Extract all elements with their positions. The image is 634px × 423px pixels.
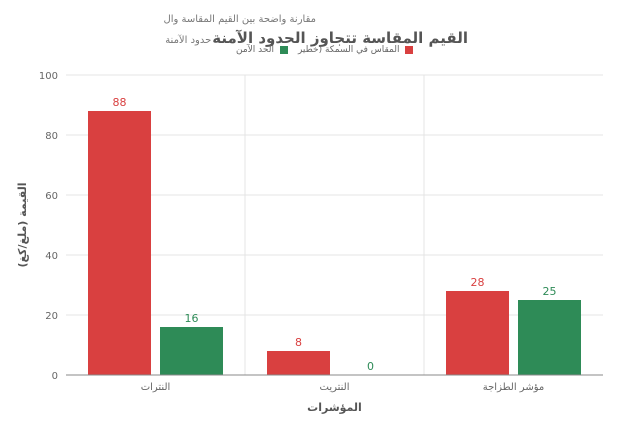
bar-value-label: 8: [295, 336, 302, 349]
data-labels: 88 16 8 0 28 25: [113, 96, 557, 373]
chart-title-row: القيم المقاسة تتجاوز الحدود الآمنة حدود …: [165, 29, 468, 47]
legend-item-measured[interactable]: المقاس في السمكة (خطير: [298, 45, 414, 55]
bars: [88, 111, 581, 375]
y-axis-ticks: 0 20 40 60 80 100: [39, 71, 58, 382]
legend-label-measured: المقاس في السمكة (خطير: [297, 45, 400, 55]
bar-safe-limit: [518, 300, 581, 375]
bar-safe-limit: [160, 327, 223, 375]
x-tick-label: النتريت: [320, 382, 350, 393]
bar-measured: [446, 291, 509, 375]
legend-item-safe-limit[interactable]: الحد الآمن: [236, 45, 288, 55]
bar-measured: [267, 351, 330, 375]
chart-title: القيم المقاسة تتجاوز الحدود الآمنة: [212, 29, 468, 47]
x-axis-ticks: النترات النتريت مؤشر الطزاجة: [141, 382, 545, 393]
bar-measured: [88, 111, 151, 375]
chart-legend: المقاس في السمكة (خطير الحد الآمن: [226, 45, 414, 55]
x-tick-label: مؤشر الطزاجة: [483, 382, 544, 393]
y-tick-label: 60: [45, 191, 58, 202]
y-tick-label: 100: [39, 71, 58, 82]
bar-value-label: 25: [543, 285, 557, 298]
y-axis-title: القيمة (ملغ/كغ): [16, 183, 29, 268]
legend-label-safe-limit: الحد الآمن: [236, 45, 274, 55]
chart-subtitle-line1: مقارنة واضحة بين القيم المقاسة وال: [163, 14, 316, 25]
gridlines: [66, 74, 603, 375]
bar-value-label: 88: [113, 96, 127, 109]
bar-value-label: 16: [185, 312, 199, 325]
bar-value-label: 28: [471, 276, 485, 289]
legend-swatch-measured: [405, 46, 414, 54]
y-tick-label: 20: [45, 311, 58, 322]
bar-value-label: 0: [367, 360, 374, 373]
y-tick-label: 0: [52, 371, 58, 382]
x-tick-label: النترات: [141, 382, 171, 393]
x-axis-title: المؤشرات: [307, 401, 362, 414]
legend-swatch-safe-limit: [279, 46, 288, 54]
chart-subtitle-line2: حدود الآمنة: [165, 35, 212, 46]
y-tick-label: 80: [45, 131, 58, 142]
y-tick-label: 40: [45, 251, 58, 262]
